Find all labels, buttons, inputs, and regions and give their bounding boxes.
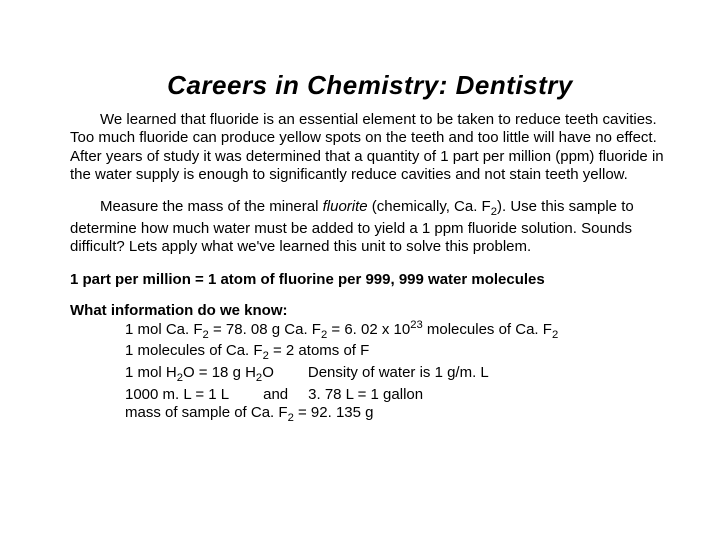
- l2a: 1 molecules of Ca. F: [125, 342, 263, 359]
- info-line-2: 1 molecules of Ca. F2 = 2 atoms of F: [125, 342, 670, 364]
- info-line-3: 1 mol H2O = 18 g H2ODensity of water is …: [125, 364, 670, 386]
- l3a: 1 mol H: [125, 364, 177, 381]
- para2-chem-open: (chemically, Ca. F: [368, 198, 491, 215]
- l3dens: Density of water is 1 g/m. L: [308, 364, 489, 381]
- info-line-1: 1 mol Ca. F2 = 78. 08 g Ca. F2 = 6. 02 x…: [125, 319, 670, 343]
- l1b: = 78. 08 g Ca. F: [209, 321, 321, 338]
- slide-page: Careers in Chemistry: Dentistry We learn…: [0, 0, 720, 540]
- rule-line: 1 part per million = 1 atom of fluorine …: [70, 271, 670, 288]
- info-heading: What information do we know:: [70, 302, 670, 319]
- l4a: 1000 m. L = 1 L: [125, 386, 229, 403]
- info-line-4: 1000 m. L = 1 L and 3. 78 L = 1 gallon: [125, 386, 670, 404]
- l3c: O: [262, 364, 274, 381]
- l1a: 1 mol Ca. F: [125, 321, 203, 338]
- l1d: molecules of Ca. F: [423, 321, 552, 338]
- page-title: Careers in Chemistry: Dentistry: [70, 70, 670, 101]
- l4b: 3. 78 L = 1 gallon: [308, 386, 423, 403]
- paragraph-2: Measure the mass of the mineral fluorite…: [70, 198, 670, 256]
- paragraph-1: We learned that fluoride is an essential…: [70, 111, 670, 184]
- mineral-name: fluorite: [323, 198, 368, 215]
- l5b: = 92. 135 g: [294, 404, 374, 421]
- info-line-5: mass of sample of Ca. F2 = 92. 135 g: [125, 404, 670, 426]
- l1c: = 6. 02 x 10: [327, 321, 410, 338]
- l1sup: 23: [410, 319, 423, 331]
- l2b: = 2 atoms of F: [269, 342, 369, 359]
- l3b: O = 18 g H: [183, 364, 256, 381]
- info-block: 1 mol Ca. F2 = 78. 08 g Ca. F2 = 6. 02 x…: [70, 319, 670, 426]
- l1sub3: 2: [552, 329, 558, 341]
- l4and: and: [263, 386, 288, 403]
- l5: mass of sample of Ca. F: [125, 404, 288, 421]
- para1-text: We learned that fluoride is an essential…: [70, 111, 664, 183]
- para2-prefix: Measure the mass of the mineral: [100, 198, 323, 215]
